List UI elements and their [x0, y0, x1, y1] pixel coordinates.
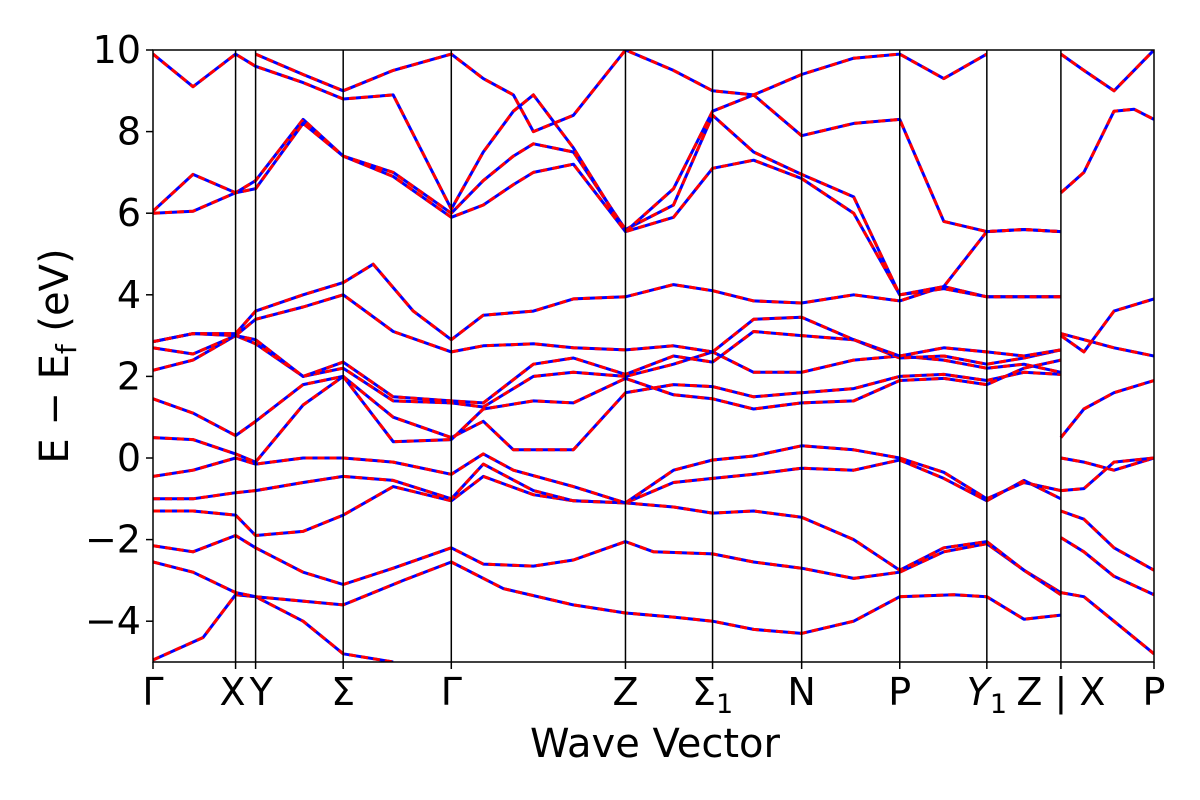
band-2-dashed: [153, 534, 1062, 594]
x-axis-title: Wave Vector: [530, 721, 781, 767]
y-axis: 10 8 6 4 2 0 −2 −4: [85, 28, 153, 643]
band-4-dashed: [153, 458, 1062, 505]
band-6-dashed: [153, 370, 1061, 464]
band-7-dashed: [153, 358, 1062, 444]
x-tick-label: P: [1143, 670, 1166, 714]
band-3-dashed: [153, 474, 1062, 596]
x-axis: Γ X Y Σ Γ Z Σ1 N P Y1 Z | X P: [142, 662, 1165, 720]
band-25-dashed: [1060, 591, 1154, 655]
band-23-dashed: [1060, 509, 1154, 572]
y-tick-label: 0: [117, 436, 141, 480]
y-axis-title-subscript: f: [50, 343, 83, 354]
band-9-dashed: [153, 330, 1062, 405]
y-tick-label: 6: [117, 191, 141, 235]
band-15-dashed: [255, 50, 988, 134]
x-tick-label: Σ1: [692, 670, 733, 720]
x-tick-label: Γ: [441, 670, 462, 714]
x-tick-label: Y1: [967, 670, 1007, 720]
y-axis-title-main: E − E: [32, 354, 78, 464]
plot-frame: [152, 49, 1155, 663]
band-19-dashed: [1060, 297, 1154, 354]
bands-layer: [153, 50, 1154, 662]
x-tick-label: N: [787, 670, 815, 714]
plot-area: [152, 49, 1155, 663]
y-tick-label: 8: [117, 110, 141, 154]
y-tick-label: 2: [117, 354, 141, 398]
kpoint-lines: [234, 50, 1062, 662]
band-20-dashed: [1059, 379, 1154, 439]
x-tick-label: P: [888, 670, 911, 714]
x-tick-label: X: [220, 670, 246, 714]
band-13-dashed: [153, 113, 1061, 297]
band-18-dashed: [1060, 332, 1154, 358]
y-axis-title-unit: (eV): [32, 248, 78, 344]
band-22-solid: [1060, 456, 1154, 493]
y-tick-label: −4: [85, 599, 141, 643]
x-tick-label: Γ: [142, 670, 163, 714]
y-tick-label: 4: [117, 273, 141, 317]
x-tick-label: Σ: [331, 670, 355, 714]
band-16-dashed: [1059, 107, 1154, 194]
y-axis-title: E − Ef (eV): [32, 248, 83, 463]
band-5-solid: [153, 444, 1062, 505]
band-24-dashed: [1060, 536, 1154, 597]
band-14-dashed: [153, 52, 1061, 234]
y-tick-label: −2: [85, 518, 141, 562]
x-tick-label: Z: [612, 670, 638, 714]
x-tick-label: Y: [249, 670, 274, 714]
band-17-dashed: [1060, 50, 1154, 93]
band-21-dashed: [1060, 456, 1154, 472]
band-1-dashed: [153, 560, 1062, 635]
x-tick-label: Z | X: [1016, 670, 1105, 715]
band-11-dashed: [153, 262, 1061, 344]
band-10-dashed: [153, 293, 1062, 358]
y-tick-label: 10: [93, 28, 141, 72]
